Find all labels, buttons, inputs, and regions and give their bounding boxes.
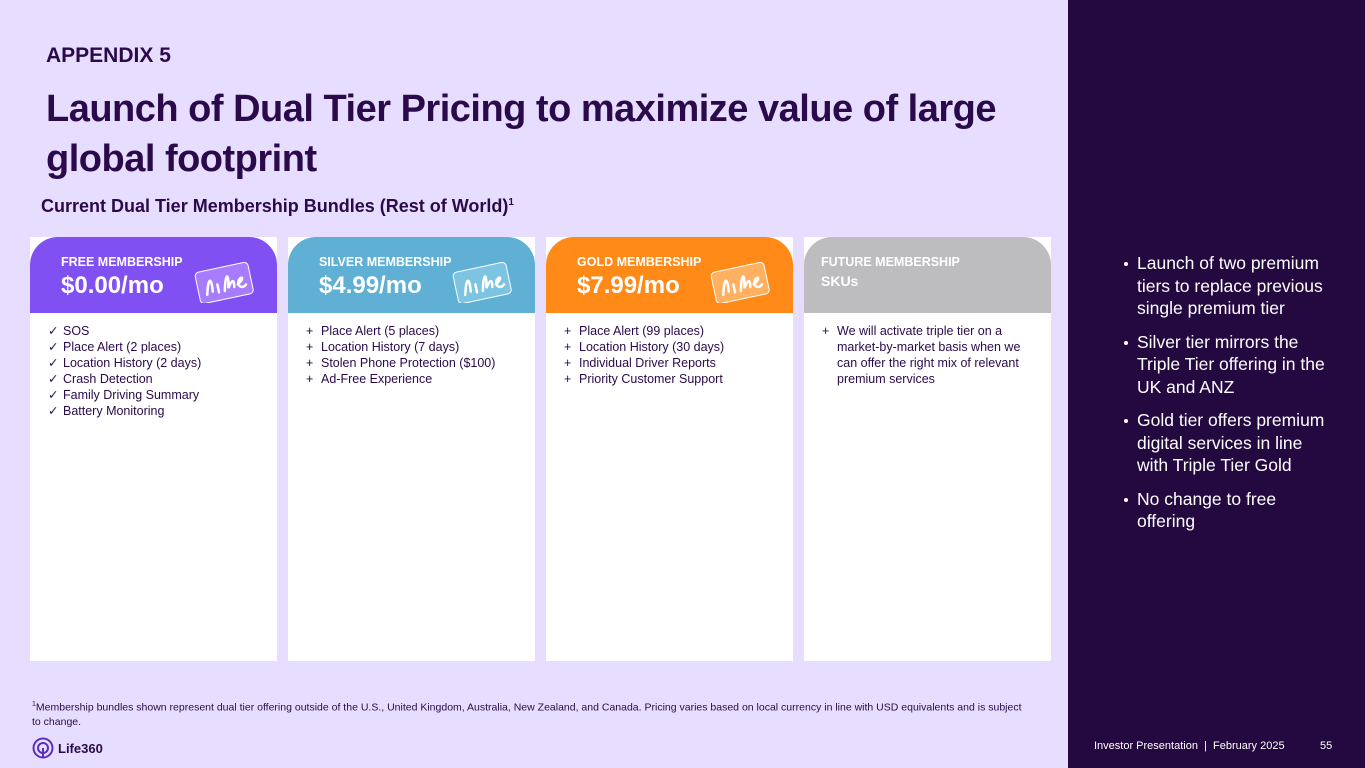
card-label: FUTURE MEMBERSHIP: [821, 255, 960, 269]
feature: ✓ Location History (2 days): [48, 355, 263, 371]
feature-text: Battery Monitoring: [63, 404, 165, 418]
brand: Life360: [32, 737, 103, 759]
feature-marker: +: [564, 372, 572, 386]
feature-list: + We will activate triple tier on a marke…: [804, 323, 1051, 387]
feature: ✓ Family Driving Summary: [48, 387, 263, 403]
title: Launch of Dual Tier Pricing to maximize …: [46, 88, 996, 180]
card-logo: [193, 261, 255, 308]
feature-text: Stolen Phone Protection ($100): [321, 356, 496, 370]
feature: + Location History (7 days): [306, 339, 521, 355]
feature-marker: +: [306, 356, 314, 370]
sidebar-bullet: Silver tier mirrors the Triple Tier offe…: [1122, 331, 1332, 399]
feature-marker: +: [822, 324, 830, 338]
footnote-mark: 1: [32, 701, 36, 708]
feature-text: Location History (30 days): [579, 340, 725, 354]
sidebar-bullet: No change to free offering: [1122, 488, 1332, 533]
feature-marker: +: [306, 372, 314, 386]
footnote-text: Membership bundles shown represent dual …: [32, 701, 1022, 728]
feature-marker: ✓: [48, 356, 59, 370]
membership-card: FREE MEMBERSHIP $0.00/mo ✓ SOS ✓ Place Alert …: [30, 237, 277, 661]
feature-marker: ✓: [48, 340, 59, 354]
feature-marker: +: [564, 324, 572, 338]
card-header: FUTURE MEMBERSHIP SKUs: [804, 237, 1051, 313]
sidebar-bullet: Launch of two premium tiers to replace p…: [1122, 252, 1332, 320]
feature-list: + Place Alert (99 places) + Location Histor…: [546, 323, 793, 387]
feature: + Place Alert (5 places): [306, 323, 521, 339]
feature-text: SOS: [63, 324, 90, 338]
feature: + We will activate triple tier on a marke…: [822, 323, 1037, 387]
footer-text: Investor Presentation | February 2025: [1094, 740, 1285, 752]
feature: ✓ Battery Monitoring: [48, 403, 263, 419]
card-label: GOLD MEMBERSHIP: [577, 255, 702, 269]
sidebar-panel: [1068, 0, 1365, 768]
feature: ✓ Place Alert (2 places): [48, 339, 263, 355]
appendix-label: APPENDIX 5: [46, 44, 171, 67]
feature-marker: +: [306, 340, 314, 354]
card-price: SKUs: [821, 273, 859, 289]
card-price: $7.99/mo: [577, 272, 680, 299]
feature: + Ad-Free Experience: [306, 371, 521, 387]
membership-card: GOLD MEMBERSHIP $7.99/mo + Place Alert (99 …: [546, 237, 793, 661]
feature-text: Location History (7 days): [321, 340, 460, 354]
feature-marker: +: [564, 356, 572, 370]
feature-text: Crash Detection: [63, 372, 153, 386]
page-number: 55: [1320, 740, 1333, 752]
feature-text: Place Alert (2 places): [63, 340, 182, 354]
feature-text: We will activate triple tier on a market…: [837, 324, 1021, 386]
membership-card: SILVER MEMBERSHIP $4.99/mo + Place Alert (5…: [288, 237, 535, 661]
feature-list: ✓ SOS ✓ Place Alert (2 places) ✓ Location His…: [30, 323, 277, 419]
card-logo: [709, 261, 771, 308]
brand-icon: [32, 737, 54, 759]
brand-name: Life360: [58, 740, 103, 756]
feature-text: Location History (2 days): [63, 356, 202, 370]
feature-marker: ✓: [48, 324, 59, 338]
feature-text: Priority Customer Support: [579, 372, 723, 386]
feature: ✓ SOS: [48, 323, 263, 339]
card-price: $4.99/mo: [319, 272, 422, 299]
feature-text: Place Alert (99 places): [579, 324, 705, 338]
feature: + Location History (30 days): [564, 339, 779, 355]
membership-card: FUTURE MEMBERSHIP SKUs + We will activate t…: [804, 237, 1051, 661]
sidebar-bullet: Gold tier offers premium digital service…: [1122, 409, 1332, 477]
feature-marker: +: [306, 324, 314, 338]
feature: + Stolen Phone Protection ($100): [306, 355, 521, 371]
feature-text: Place Alert (5 places): [321, 324, 440, 338]
card-header: FREE MEMBERSHIP $0.00/mo: [30, 237, 277, 313]
subtitle-note: 1: [508, 197, 514, 208]
feature-marker: +: [564, 340, 572, 354]
feature-text: Ad-Free Experience: [321, 372, 433, 386]
footnote: 1Membership bundles shown represent dual…: [32, 698, 1022, 729]
feature: + Individual Driver Reports: [564, 355, 779, 371]
subtitle-text: Current Dual Tier Membership Bundles (Re…: [41, 196, 509, 216]
feature: ✓ Crash Detection: [48, 371, 263, 387]
card-label: FREE MEMBERSHIP: [61, 255, 183, 269]
feature-marker: ✓: [48, 388, 59, 402]
feature-text: Individual Driver Reports: [579, 356, 716, 370]
feature-text: Family Driving Summary: [63, 388, 200, 402]
card-price: $0.00/mo: [61, 272, 164, 299]
feature-list: + Place Alert (5 places) + Location History…: [288, 323, 535, 387]
subtitle: Current Dual Tier Membership Bundles (Re…: [41, 196, 514, 217]
feature-marker: ✓: [48, 372, 59, 386]
feature-marker: ✓: [48, 404, 59, 418]
card-header: GOLD MEMBERSHIP $7.99/mo: [546, 237, 793, 313]
sidebar-bullets: Launch of two premium tiers to replace p…: [1122, 252, 1332, 544]
card-header: SILVER MEMBERSHIP $4.99/mo: [288, 237, 535, 313]
feature: + Place Alert (99 places): [564, 323, 779, 339]
cards: FREE MEMBERSHIP $0.00/mo ✓ SOS ✓ Place Alert …: [30, 237, 1051, 661]
card-label: SILVER MEMBERSHIP: [319, 255, 452, 269]
card-logo: [451, 261, 513, 308]
feature: + Priority Customer Support: [564, 371, 779, 387]
